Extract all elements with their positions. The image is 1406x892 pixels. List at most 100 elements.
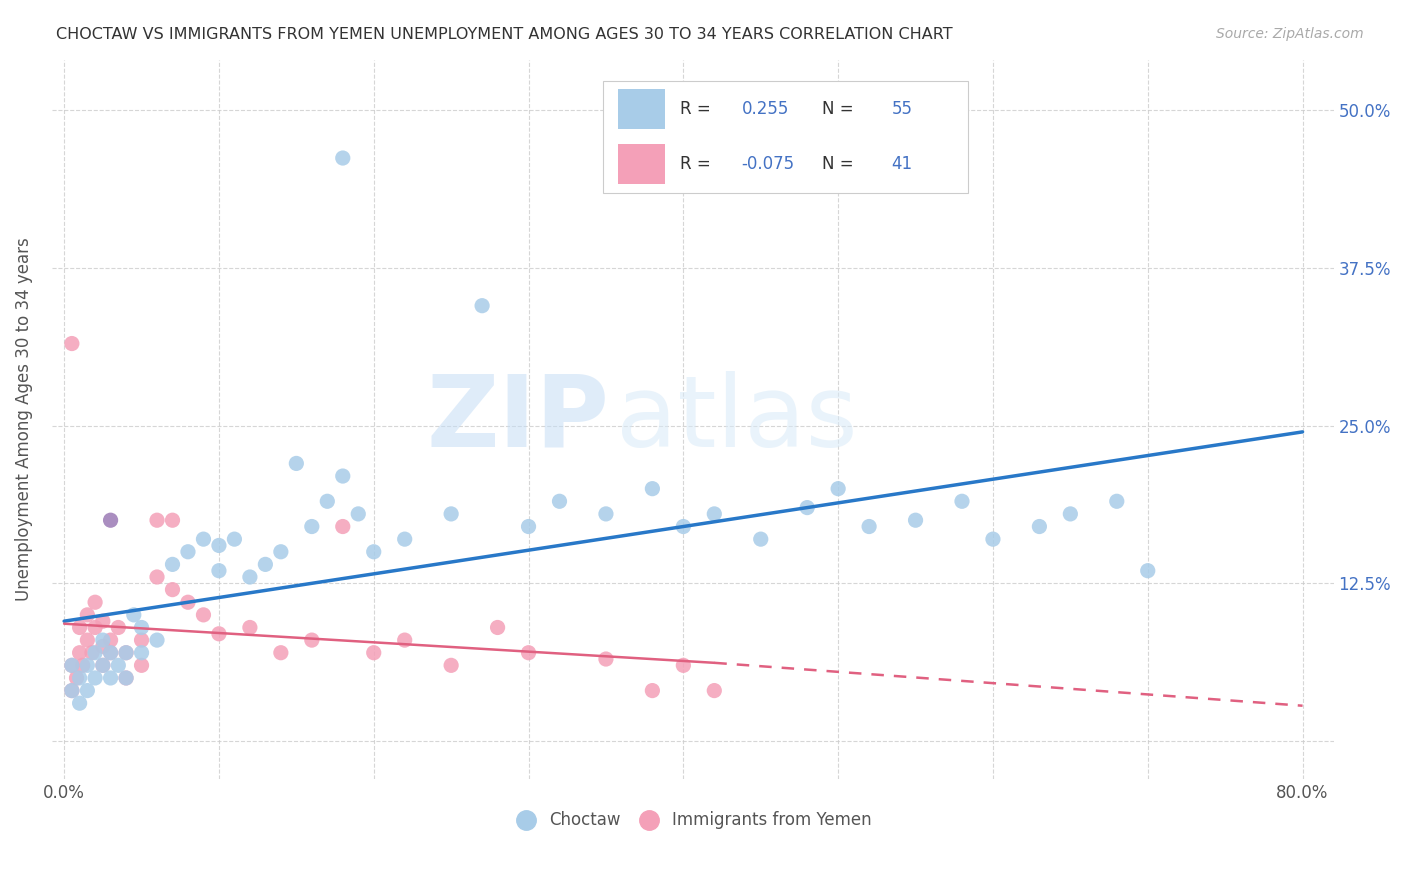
- Point: [595, 652, 617, 666]
- Point: [100, 633, 122, 648]
- Point: [1059, 507, 1081, 521]
- Point: [60, 683, 83, 698]
- Point: [91, 614, 114, 628]
- Point: [703, 507, 725, 521]
- Point: [548, 494, 571, 508]
- Point: [301, 633, 323, 648]
- Point: [162, 582, 184, 597]
- Point: [131, 646, 153, 660]
- Point: [76, 683, 98, 698]
- Point: [122, 607, 145, 622]
- Point: [131, 620, 153, 634]
- Point: [107, 620, 129, 634]
- Point: [208, 538, 231, 552]
- Point: [517, 646, 540, 660]
- Point: [91, 633, 114, 648]
- Point: [641, 683, 664, 698]
- Point: [107, 658, 129, 673]
- Point: [858, 519, 880, 533]
- Point: [749, 532, 772, 546]
- Point: [347, 507, 370, 521]
- Point: [904, 513, 927, 527]
- Point: [440, 658, 463, 673]
- Text: atlas: atlas: [616, 371, 858, 467]
- Point: [471, 299, 494, 313]
- Point: [76, 658, 98, 673]
- Point: [100, 513, 122, 527]
- Point: [115, 671, 138, 685]
- Point: [146, 513, 169, 527]
- Point: [69, 646, 91, 660]
- Point: [162, 513, 184, 527]
- Point: [100, 671, 122, 685]
- Point: [332, 151, 354, 165]
- Point: [301, 519, 323, 533]
- Point: [316, 494, 339, 508]
- Point: [131, 658, 153, 673]
- Point: [703, 683, 725, 698]
- Point: [60, 658, 83, 673]
- Point: [72, 658, 94, 673]
- Point: [1028, 519, 1050, 533]
- Point: [827, 482, 849, 496]
- Point: [440, 507, 463, 521]
- Point: [208, 564, 231, 578]
- Point: [60, 658, 83, 673]
- Point: [76, 633, 98, 648]
- Text: ZIP: ZIP: [426, 371, 609, 467]
- Point: [193, 532, 215, 546]
- Point: [363, 545, 385, 559]
- Point: [115, 646, 138, 660]
- Point: [208, 627, 231, 641]
- Point: [363, 646, 385, 660]
- Point: [146, 633, 169, 648]
- Point: [224, 532, 246, 546]
- Point: [486, 620, 509, 634]
- Legend: Choctaw, Immigrants from Yemen: Choctaw, Immigrants from Yemen: [508, 804, 879, 835]
- Point: [239, 570, 262, 584]
- Point: [84, 646, 107, 660]
- Point: [146, 570, 169, 584]
- Point: [84, 595, 107, 609]
- Point: [332, 519, 354, 533]
- Point: [69, 696, 91, 710]
- Point: [177, 545, 200, 559]
- Point: [100, 646, 122, 660]
- Point: [115, 671, 138, 685]
- Point: [60, 336, 83, 351]
- Point: [672, 658, 695, 673]
- Point: [76, 607, 98, 622]
- Point: [394, 633, 416, 648]
- Point: [91, 640, 114, 654]
- Point: [100, 646, 122, 660]
- Point: [65, 671, 87, 685]
- Point: [1105, 494, 1128, 508]
- Point: [285, 457, 308, 471]
- Point: [796, 500, 818, 515]
- Point: [517, 519, 540, 533]
- Text: Source: ZipAtlas.com: Source: ZipAtlas.com: [1216, 27, 1364, 41]
- Point: [254, 558, 277, 572]
- Point: [91, 658, 114, 673]
- Point: [641, 482, 664, 496]
- Point: [981, 532, 1004, 546]
- Point: [69, 671, 91, 685]
- Point: [80, 646, 103, 660]
- Point: [239, 620, 262, 634]
- Point: [270, 545, 292, 559]
- Text: CHOCTAW VS IMMIGRANTS FROM YEMEN UNEMPLOYMENT AMONG AGES 30 TO 34 YEARS CORRELAT: CHOCTAW VS IMMIGRANTS FROM YEMEN UNEMPLO…: [56, 27, 953, 42]
- Point: [177, 595, 200, 609]
- Point: [332, 469, 354, 483]
- Point: [950, 494, 973, 508]
- Point: [1136, 564, 1159, 578]
- Point: [193, 607, 215, 622]
- Point: [91, 658, 114, 673]
- Point: [162, 558, 184, 572]
- Y-axis label: Unemployment Among Ages 30 to 34 years: Unemployment Among Ages 30 to 34 years: [15, 237, 32, 601]
- Point: [595, 507, 617, 521]
- Point: [672, 519, 695, 533]
- Point: [84, 671, 107, 685]
- Point: [115, 646, 138, 660]
- Point: [69, 620, 91, 634]
- Point: [131, 633, 153, 648]
